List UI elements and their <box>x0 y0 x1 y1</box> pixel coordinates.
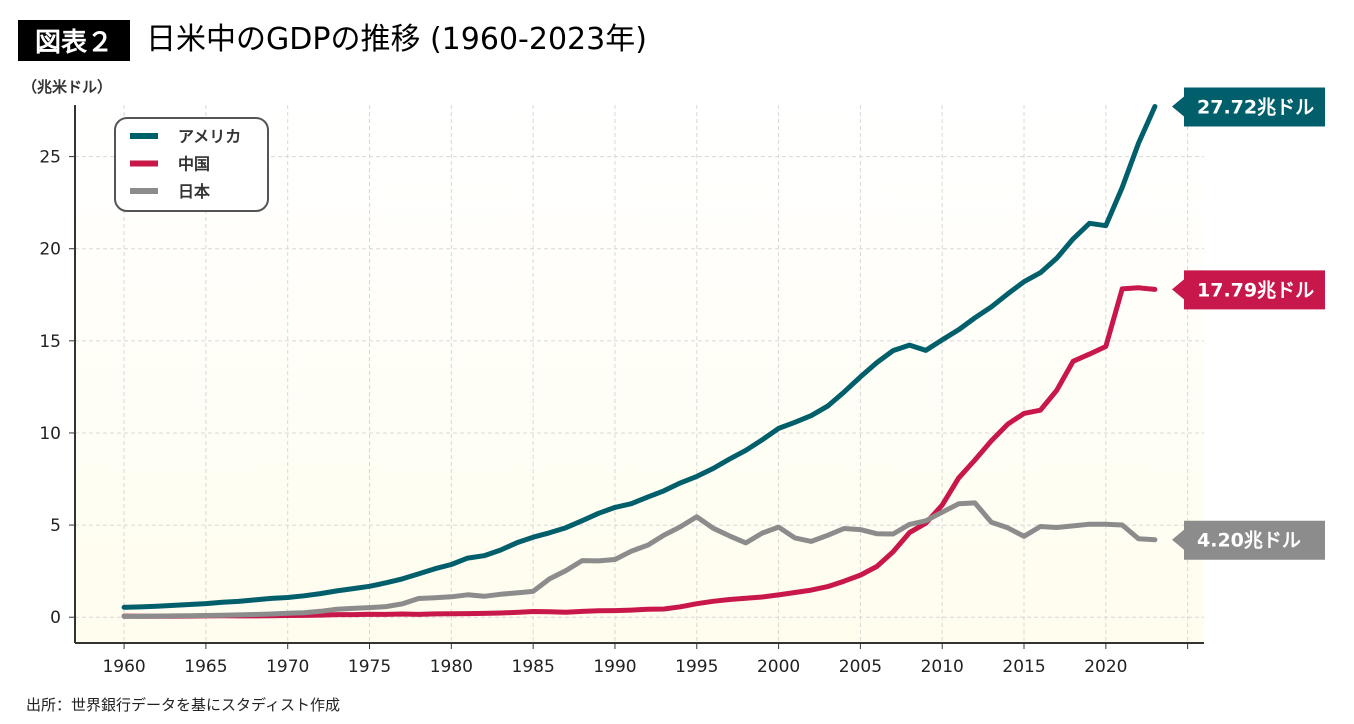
series-line-0 <box>121 104 1158 610</box>
x-tick-label: 1990 <box>593 657 636 677</box>
legend-label: アメリカ <box>178 127 241 146</box>
x-tick-label: 1960 <box>102 657 145 677</box>
end-label-text: 27.72兆ドル <box>1197 96 1314 118</box>
x-tick-label: 1965 <box>184 657 227 677</box>
end-label-box <box>1172 520 1325 560</box>
y-tick-label: 15 <box>39 332 61 352</box>
x-tick-label: 2020 <box>1084 657 1127 677</box>
x-tick-label: 1975 <box>348 657 391 677</box>
x-tick-label: 1985 <box>512 657 555 677</box>
legend-box <box>114 117 269 212</box>
legend-label: 中国 <box>178 155 210 174</box>
chart-title: 日米中のGDPの推移 (1960-2023年) <box>146 22 647 57</box>
x-tick-label: 1995 <box>675 657 718 677</box>
end-value-label-2: 4.20兆ドル <box>1172 520 1325 560</box>
end-label-box <box>1172 87 1325 127</box>
y-tick-label: 10 <box>39 424 61 444</box>
end-label-box <box>1172 270 1325 310</box>
end-label-text: 17.79兆ドル <box>1197 279 1314 301</box>
legend-label: 日本 <box>178 182 210 201</box>
end-value-label-1: 17.79兆ドル <box>1172 270 1325 310</box>
y-tick-label: 0 <box>50 608 61 628</box>
y-tick-label: 20 <box>39 240 61 260</box>
source-note: 出所：世界銀行データを基にスタディスト作成 <box>26 696 340 714</box>
x-tick-label: 1970 <box>266 657 309 677</box>
series-line-2 <box>121 500 1158 619</box>
end-value-label-0: 27.72兆ドル <box>1172 87 1325 127</box>
x-tick-label: 2005 <box>839 657 882 677</box>
y-axis-unit-label: （兆米ドル） <box>22 78 113 96</box>
y-tick-label: 25 <box>39 148 61 168</box>
x-tick-label: 2010 <box>921 657 964 677</box>
x-tick-label: 2000 <box>757 657 800 677</box>
figure-badge: 図表２ <box>18 20 130 61</box>
x-tick-label: 2015 <box>1002 657 1045 677</box>
y-tick-label: 5 <box>50 516 61 536</box>
end-label-text: 4.20兆ドル <box>1197 530 1301 552</box>
x-tick-label: 1980 <box>430 657 473 677</box>
